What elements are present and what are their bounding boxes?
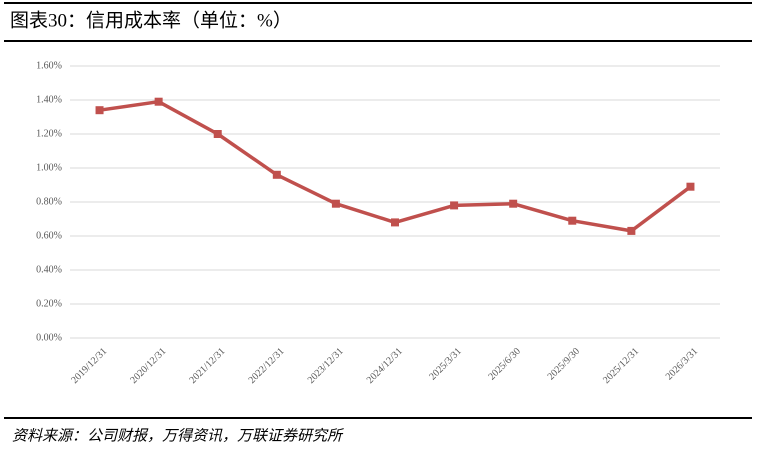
x-tick-label: 2024/12/31 (365, 346, 405, 386)
x-tick-label: 2019/12/31 (69, 346, 109, 386)
y-tick-label: 1.20% (36, 128, 62, 139)
data-point (627, 226, 636, 235)
y-tick-label: 1.60% (36, 60, 62, 71)
x-tick-label: 2025/6/30 (486, 346, 522, 382)
x-tick-label: 2022/12/31 (247, 346, 287, 386)
y-tick-label: 0.60% (36, 230, 62, 241)
data-point (331, 199, 340, 208)
data-point (391, 218, 399, 227)
data-point (95, 106, 104, 115)
data-point (154, 97, 163, 106)
source-note: 资料来源：公司财报，万得资讯，万联证券研究所 (12, 427, 344, 444)
x-tick-label: 2025/12/31 (601, 346, 641, 386)
data-point (686, 182, 695, 191)
series-line (99, 99, 692, 233)
chart-title: 图表30：信用成本率（单位：%） (10, 9, 292, 31)
data-point (568, 216, 577, 225)
x-tick-label: 2020/12/31 (128, 346, 168, 386)
y-tick-label: 1.00% (36, 162, 62, 173)
x-tick-label: 2025/3/31 (427, 346, 463, 382)
x-tick-label: 2026/3/31 (664, 346, 700, 382)
data-point (213, 130, 222, 138)
data-point (450, 201, 459, 210)
y-tick-label: 0.80% (36, 196, 62, 207)
y-tick-label: 1.40% (36, 94, 62, 105)
x-tick-label: 2025/9/30 (546, 346, 582, 382)
data-point (272, 170, 281, 179)
x-tick-label: 2023/12/31 (306, 346, 346, 386)
x-tick-label: 2021/12/31 (187, 346, 227, 386)
y-tick-label: 0.20% (36, 298, 62, 309)
y-tick-label: 0.00% (36, 332, 62, 343)
y-tick-label: 0.40% (36, 264, 62, 275)
data-point (509, 199, 518, 208)
